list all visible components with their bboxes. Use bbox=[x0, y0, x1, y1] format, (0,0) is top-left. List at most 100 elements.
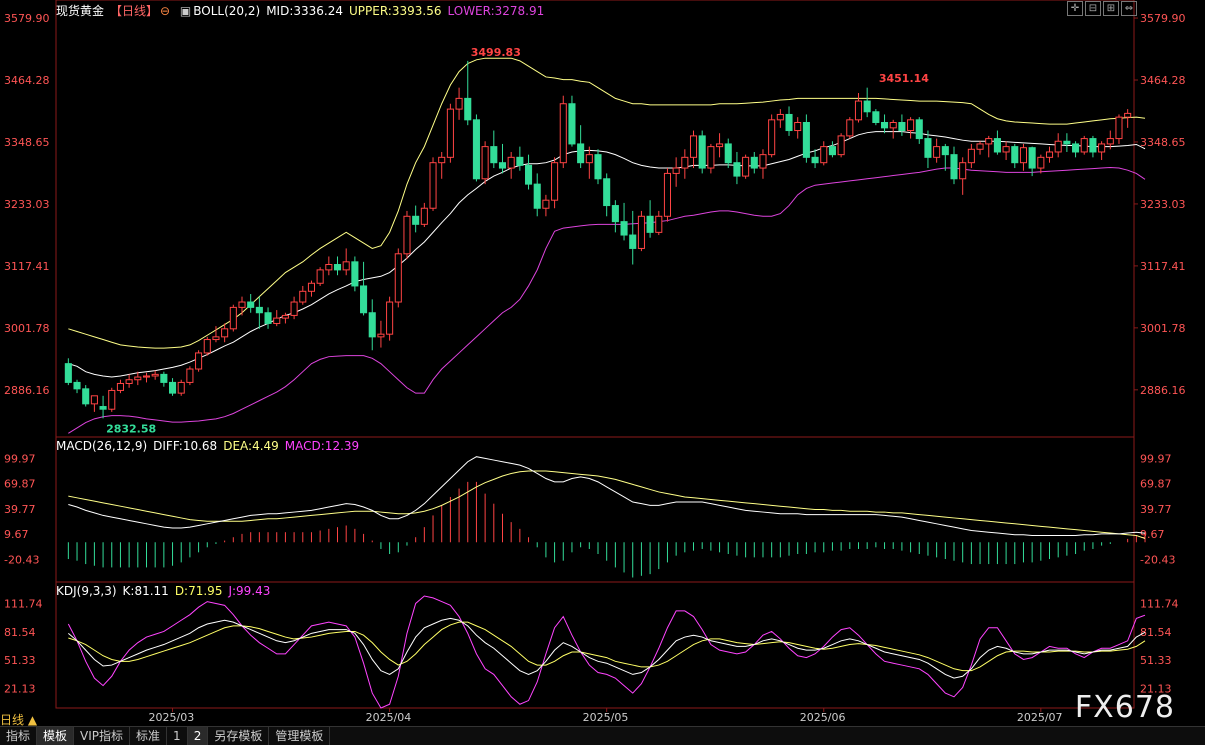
candle bbox=[898, 122, 906, 132]
candle bbox=[802, 122, 810, 158]
date-tick-label: 2025/04 bbox=[366, 711, 412, 724]
tab-standard[interactable]: 标准 bbox=[130, 727, 168, 745]
macd-tick-left: 39.77 bbox=[4, 503, 36, 516]
candle bbox=[689, 135, 698, 158]
candle bbox=[551, 162, 559, 201]
candle bbox=[941, 146, 949, 156]
tab-layout-1[interactable]: 1 bbox=[167, 727, 188, 745]
candle bbox=[750, 156, 758, 169]
kdj-tick-left: 21.13 bbox=[4, 682, 36, 695]
price-tick-left: 3001.78 bbox=[4, 322, 50, 335]
period-tab[interactable]: 日线 ▲ bbox=[0, 713, 38, 727]
macd-tick-left: 9.67 bbox=[4, 528, 29, 541]
main-legend: 现货黄金 【日线】 ⊖ ▣ BOLL(20,2) MID:3336.24 UPPER:33… bbox=[56, 2, 550, 18]
candle bbox=[507, 156, 515, 169]
candle bbox=[655, 215, 663, 233]
price-tick-right: 3579.90 bbox=[1140, 12, 1186, 25]
candle bbox=[585, 154, 593, 164]
candle bbox=[351, 261, 359, 287]
price-tick-right: 3464.28 bbox=[1140, 74, 1186, 87]
zoom-out-icon[interactable]: ⊟ bbox=[1085, 1, 1101, 16]
price-tick-left: 3233.03 bbox=[4, 198, 50, 211]
kdj-tick-left: 51.33 bbox=[4, 654, 36, 667]
candle bbox=[716, 143, 724, 148]
kdj-d-line bbox=[68, 621, 1146, 672]
candle bbox=[1011, 146, 1019, 164]
macd-tick-right: 39.77 bbox=[1140, 503, 1172, 516]
candle bbox=[880, 122, 889, 129]
candle bbox=[1080, 138, 1088, 153]
candle bbox=[64, 363, 72, 383]
candle bbox=[707, 146, 715, 169]
candle bbox=[1002, 146, 1010, 153]
candle bbox=[533, 183, 541, 209]
candle bbox=[281, 314, 289, 319]
candle bbox=[238, 301, 246, 308]
candle bbox=[472, 119, 480, 180]
candle bbox=[73, 381, 81, 390]
candle bbox=[828, 146, 836, 156]
candle bbox=[142, 375, 151, 378]
candle bbox=[195, 352, 203, 370]
candle bbox=[594, 154, 602, 180]
candle bbox=[1028, 147, 1036, 169]
candle bbox=[229, 306, 237, 330]
candle bbox=[1115, 116, 1123, 140]
kdj-tick-left: 81.54 bbox=[4, 626, 36, 639]
price-tick-left: 3579.90 bbox=[4, 12, 50, 25]
kdj-tick-right: 51.33 bbox=[1140, 654, 1172, 667]
tab-vip-indicators[interactable]: VIP指标 bbox=[74, 727, 131, 745]
macd-panel: 99.97 99.97 69.87 69.87 39.77 39.77 9.67 9.67 -2… bbox=[4, 452, 1175, 578]
candle bbox=[221, 328, 229, 338]
indicator-icon[interactable]: ▣ bbox=[179, 4, 192, 18]
tab-templates[interactable]: 模板 bbox=[37, 727, 75, 745]
symbol-name: 现货黄金 bbox=[56, 4, 105, 18]
price-tick-right: 2886.16 bbox=[1140, 384, 1186, 397]
crosshair-icon[interactable]: ✛ bbox=[1067, 1, 1083, 16]
candle bbox=[368, 312, 376, 338]
candle bbox=[542, 199, 550, 209]
scroll-icon[interactable]: ⇔ bbox=[1121, 1, 1137, 16]
tab-layout-2[interactable]: 2 bbox=[187, 727, 209, 745]
candle bbox=[820, 146, 828, 164]
candle bbox=[629, 234, 637, 249]
candle bbox=[1098, 143, 1106, 153]
candle bbox=[90, 395, 98, 405]
date-tick-label: 2025/03 bbox=[149, 711, 195, 724]
macd-value: MACD:12.39 bbox=[284, 439, 360, 453]
candle bbox=[993, 138, 1001, 153]
candle bbox=[186, 368, 194, 383]
price-tick-right: 3001.78 bbox=[1140, 322, 1186, 335]
tab-manage-templates[interactable]: 管理模板 bbox=[269, 727, 331, 745]
candle bbox=[455, 97, 463, 110]
candle bbox=[672, 167, 680, 174]
macd-tick-right: -20.43 bbox=[1140, 553, 1175, 566]
candle bbox=[742, 156, 750, 177]
candle bbox=[429, 162, 437, 209]
macd-dea-line bbox=[68, 470, 1146, 539]
candle bbox=[846, 119, 854, 137]
candle bbox=[412, 215, 420, 225]
candle bbox=[342, 261, 350, 271]
candle bbox=[420, 207, 428, 225]
candle bbox=[255, 306, 263, 314]
candle bbox=[82, 388, 90, 405]
tab-indicators[interactable]: 指标 bbox=[0, 727, 38, 745]
candle bbox=[273, 317, 281, 324]
candlestick-panel[interactable]: 3579.90 3579.90 3464.28 3464.28 3348.65 3348.… bbox=[4, 12, 1186, 435]
price-tick-left: 3464.28 bbox=[4, 74, 50, 87]
candle bbox=[394, 253, 402, 303]
kdj-k: K:81.11 bbox=[122, 584, 169, 598]
bottom-toolbar: 指标 模板 VIP指标 标准 1 2 另存模板 管理模板 bbox=[0, 726, 1205, 745]
zoom-in-icon[interactable]: ⊞ bbox=[1103, 1, 1119, 16]
refresh-icon[interactable]: ⊖ bbox=[160, 4, 171, 18]
candle bbox=[403, 215, 411, 255]
macd-diff-line bbox=[68, 456, 1146, 537]
candle bbox=[299, 290, 307, 303]
tab-save-template[interactable]: 另存模板 bbox=[208, 727, 270, 745]
candle bbox=[386, 301, 394, 335]
price-tick-right: 3117.41 bbox=[1140, 260, 1186, 273]
candle bbox=[125, 379, 133, 384]
candle bbox=[108, 389, 116, 410]
chart-canvas[interactable]: 3579.90 3579.90 3464.28 3464.28 3348.65 3348.… bbox=[0, 0, 1205, 726]
